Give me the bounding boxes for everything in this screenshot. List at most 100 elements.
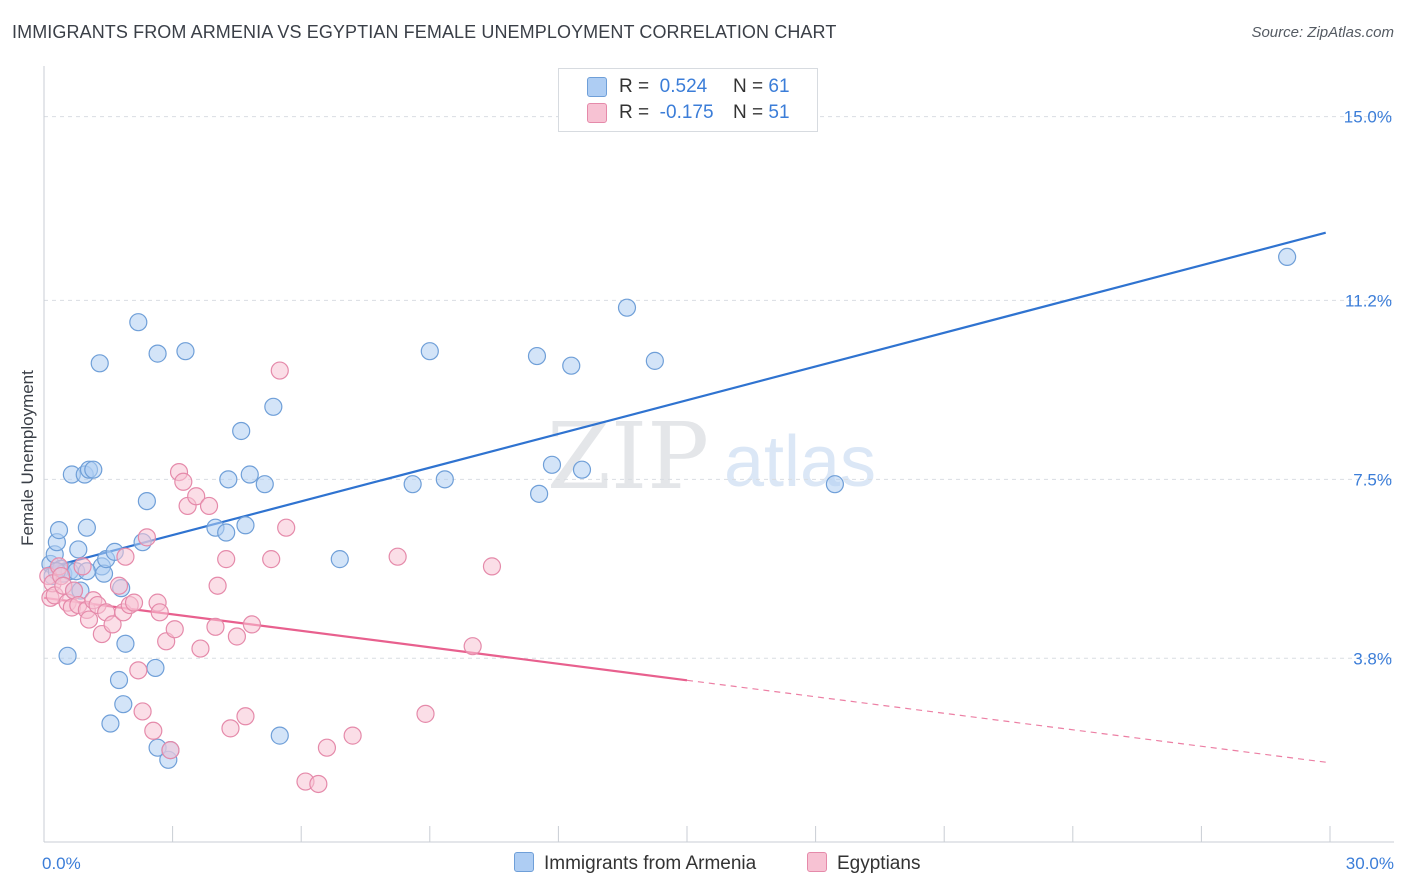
point-armenia [146,658,165,678]
watermark-zip: ZIP [547,403,709,510]
point-egyptians [137,528,156,547]
point-egyptians [103,615,122,634]
point-armenia [403,475,422,494]
legend-n-value-egyptians: 51 [768,102,790,123]
y-tick-label: 15.0% [1344,108,1392,127]
point-egyptians [150,603,169,622]
point-armenia [77,518,96,537]
point-armenia [232,421,251,441]
point-armenia [101,714,120,733]
legend-label-egyptians: Egyptians [837,853,921,874]
y-tick-label: 11.2% [1345,291,1392,310]
point-egyptians [199,496,219,516]
source-label: Source: ZipAtlas.com [1251,24,1394,41]
point-egyptians [129,661,148,680]
chart-title: IMMIGRANTS FROM ARMENIA VS EGYPTIAN FEMA… [12,22,837,42]
point-armenia [109,670,129,690]
point-egyptians [463,637,482,656]
legend-n-label: N = 61 [733,76,790,97]
legend-swatch-blue [514,852,534,872]
trend-line-extension-egyptians [686,679,1326,763]
y-tick-label: 7.5% [1353,470,1392,489]
trend-line-armenia [43,231,1326,570]
point-armenia [420,342,439,361]
point-egyptians [236,707,255,726]
point-egyptians [144,721,163,740]
legend-n-value-armenia: 61 [768,76,790,97]
point-armenia [435,470,454,489]
point-armenia [530,484,549,503]
point-egyptians [165,620,184,639]
legend-n-label: N = 51 [733,102,790,123]
legend-swatch-blue [587,77,607,97]
point-armenia [240,465,259,484]
point-egyptians [206,617,225,636]
point-armenia [217,523,236,542]
point-egyptians [161,741,180,760]
point-egyptians [343,726,362,745]
legend-swatch-pink [587,103,607,123]
point-egyptians [208,576,227,595]
point-armenia [617,298,637,317]
watermark: ZIP atlas [547,403,876,510]
point-armenia [116,634,135,653]
point-egyptians [221,719,240,738]
point-armenia [562,356,581,375]
x-tick-label: 0.0% [42,854,81,873]
grid-lines [44,116,1394,659]
point-egyptians [262,550,281,569]
point-armenia [542,455,562,474]
point-armenia [148,344,167,363]
point-armenia [1278,247,1297,267]
point-armenia [84,460,103,479]
legend-r-label: R = 0.524 [619,76,708,97]
point-armenia [176,342,195,361]
point-egyptians [317,738,337,757]
data-points [39,247,1297,794]
point-armenia [137,492,156,511]
stats-legend: R = 0.524 N = 61 R = -0.175 N = 51 [558,68,818,132]
point-egyptians [217,550,236,569]
point-egyptians [124,593,144,612]
legend-swatch-pink [807,852,827,872]
point-egyptians [277,518,296,537]
point-egyptians [309,774,328,794]
point-armenia [825,475,844,494]
point-egyptians [133,702,152,721]
tick-labels: 3.8% 7.5% 11.2% 15.0% 0.0% 30.0% [42,108,1394,873]
legend-r-value-egyptians: -0.175 [659,102,714,123]
point-armenia [49,521,69,540]
point-armenia [255,475,274,494]
point-egyptians [270,361,289,380]
point-egyptians [79,610,99,629]
point-armenia [219,470,238,489]
point-egyptians [191,639,210,658]
point-egyptians [227,627,246,646]
point-armenia [58,646,77,665]
point-egyptians [174,472,193,491]
point-egyptians [73,557,92,576]
point-armenia [114,695,133,714]
legend-r-label: R = -0.175 [619,102,714,123]
point-armenia [69,540,88,559]
bottom-legend-egyptians: Egyptians [807,852,920,875]
point-armenia [129,313,148,332]
point-egyptians [416,704,435,723]
point-egyptians [109,576,129,595]
point-armenia [264,397,283,416]
y-tick-label: 3.8% [1353,649,1392,668]
point-egyptians [116,547,135,566]
point-armenia [527,346,547,366]
point-egyptians [388,547,407,566]
point-armenia [90,354,109,373]
point-armenia [572,460,592,479]
point-armenia [645,351,664,370]
point-egyptians [187,487,206,506]
watermark-atlas: atlas [724,422,876,502]
x-tick-label: 30.0% [1346,854,1394,873]
point-egyptians [242,615,262,634]
point-armenia [330,550,349,569]
axes [43,66,1394,843]
point-armenia [236,516,255,535]
